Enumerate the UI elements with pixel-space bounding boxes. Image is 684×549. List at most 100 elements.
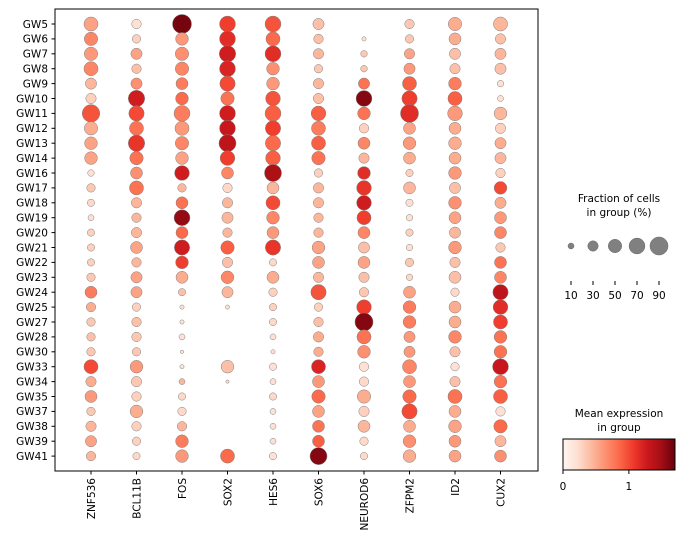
dot-GW33-ZFPM2 — [402, 359, 417, 375]
plot-frame — [54, 8, 539, 472]
y-tick-label: GW24 — [16, 287, 48, 299]
dot-GW37-CUX2 — [495, 406, 506, 417]
dot-GW12-ZFPM2 — [403, 122, 416, 135]
dot-GW23-FOS — [175, 271, 189, 284]
dot-GW16-SOX2 — [221, 166, 234, 180]
dot-GW11-SOX6 — [310, 105, 327, 122]
size-legend-label: 50 — [608, 290, 621, 302]
y-tick-label: GW38 — [16, 421, 48, 433]
dot-GW34-ZFPM2 — [403, 375, 416, 388]
dot-GW41-ID2 — [448, 449, 462, 463]
dot-GW19-SOX2 — [221, 211, 234, 224]
dot-GW11-NEUROD6 — [357, 106, 371, 121]
dot-GW24-SOX6 — [310, 284, 327, 301]
size-legend-title-line2: in group (%) — [587, 207, 652, 219]
dot-GW21-FOS — [174, 239, 190, 256]
dot-GW10-FOS — [175, 91, 189, 106]
y-tick-label: GW20 — [16, 227, 48, 239]
dot-GW7-NEUROD6 — [360, 50, 368, 58]
dot-GW28-ZFPM2 — [403, 331, 416, 343]
dot-GW41-SOX6 — [309, 447, 328, 465]
dot-GW35-BCL11B — [131, 391, 142, 402]
dot-GW8-HES6 — [266, 62, 280, 76]
dot-GW16-ZFPM2 — [405, 169, 414, 177]
y-tick-label: GW8 — [23, 64, 48, 76]
dot-GW37-NEUROD6 — [358, 405, 370, 417]
dot-GW23-ZNF536 — [86, 272, 96, 282]
y-tick-label: GW34 — [16, 376, 48, 388]
y-tick-label: GW12 — [16, 123, 48, 135]
dot-GW19-CUX2 — [494, 211, 507, 224]
dot-GW7-ZNF536 — [84, 46, 98, 61]
color-legend: Mean expression in group 0 1 — [560, 408, 676, 493]
dot-GW37-FOS — [177, 406, 187, 416]
dot-GW19-NEUROD6 — [356, 210, 372, 225]
y-tick-label: GW6 — [23, 34, 49, 46]
dot-GW33-NEUROD6 — [359, 361, 369, 372]
dot-GW17-FOS — [177, 183, 187, 193]
x-axis: ZNF536 BCL11B FOS SOX2 HES6 SOX6 NEUROD6 ZFPM2 I… — [86, 471, 508, 531]
dot-GW16-NEUROD6 — [357, 166, 371, 180]
dot-GW27-NEUROD6 — [354, 312, 374, 332]
dot-GW9-SOX6 — [313, 78, 324, 90]
dot-GW28-ZNF536 — [86, 332, 96, 342]
dot-GW30-BCL11B — [132, 347, 141, 357]
dot-GW24-CUX2 — [492, 284, 509, 301]
dot-GW6-SOX6 — [313, 33, 324, 44]
dot-GW21-CUX2 — [495, 242, 506, 253]
dot-GW14-SOX6 — [311, 151, 326, 166]
dot-GW33-SOX2 — [220, 360, 235, 374]
size-legend-label: 90 — [652, 290, 665, 302]
colorbar — [562, 438, 676, 471]
dot-GW8-SOX2 — [219, 60, 236, 77]
dot-GW18-HES6 — [265, 195, 281, 211]
dot-GW13-HES6 — [265, 135, 281, 152]
dot-GW5-SOX2 — [219, 15, 236, 33]
dot-GW12-BCL11B — [129, 121, 144, 136]
dot-GW8-ZFPM2 — [403, 62, 416, 75]
x-tick-label: SOX2 — [223, 478, 235, 506]
dot-GW6-ZNF536 — [84, 31, 98, 46]
x-tick-label: HES6 — [268, 478, 280, 506]
dot-GW27-SOX6 — [313, 317, 324, 327]
dot-GW24-FOS — [178, 288, 186, 297]
dot-GW35-FOS — [178, 392, 186, 401]
dot-GW10-CUX2 — [497, 95, 504, 102]
y-tick-label: GW16 — [16, 168, 48, 180]
dot-GW13-ZFPM2 — [402, 136, 417, 150]
dot-GW6-CUX2 — [495, 33, 506, 45]
dot-GW37-ZNF536 — [86, 406, 96, 416]
dot-GW18-SOX6 — [313, 197, 324, 209]
dot-GW25-FOS — [179, 304, 185, 310]
dot-GW22-ZNF536 — [87, 258, 95, 267]
dot-GW35-ZNF536 — [84, 390, 98, 403]
dot-GW7-ZFPM2 — [404, 48, 415, 60]
y-tick-label: GW17 — [16, 183, 48, 195]
dot-GW22-SOX6 — [312, 256, 325, 269]
dot-GW19-FOS — [173, 209, 191, 226]
y-tick-label: GW9 — [23, 78, 48, 90]
dot-GW33-ZNF536 — [83, 359, 99, 375]
dot-GW6-SOX2 — [219, 30, 236, 48]
dot-GW34-NEUROD6 — [359, 376, 369, 387]
x-tick-label: ZNF536 — [86, 478, 98, 519]
dot-GW28-FOS — [178, 333, 186, 341]
dot-GW25-ZFPM2 — [402, 300, 417, 314]
y-tick-label: GW25 — [16, 302, 48, 314]
dot-GW30-NEUROD6 — [357, 345, 371, 359]
dot-GW25-HES6 — [269, 303, 277, 312]
dot-GW5-ID2 — [448, 17, 462, 31]
dot-GW38-NEUROD6 — [357, 420, 371, 433]
dot-GW27-HES6 — [269, 318, 277, 326]
dot-GW27-ID2 — [448, 315, 462, 329]
size-legend-dot — [649, 236, 669, 256]
dot-GW35-ID2 — [447, 389, 463, 404]
dot-GW13-SOX6 — [311, 135, 326, 151]
y-tick-label: GW14 — [16, 153, 48, 165]
dot-GW11-CUX2 — [493, 106, 508, 121]
dot-GW14-FOS — [175, 151, 189, 165]
dot-GW11-ZFPM2 — [400, 104, 419, 123]
dot-GW41-FOS — [175, 449, 189, 463]
dot-GW12-NEUROD6 — [359, 123, 369, 134]
